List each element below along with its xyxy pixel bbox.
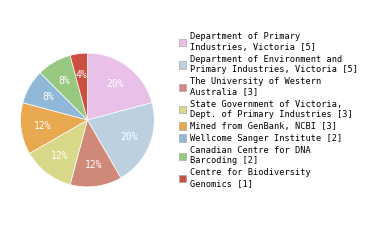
Text: 4%: 4% [76, 70, 87, 80]
Text: 12%: 12% [51, 151, 68, 161]
Wedge shape [87, 103, 154, 178]
Wedge shape [70, 120, 121, 187]
Wedge shape [40, 55, 87, 120]
Text: 12%: 12% [84, 160, 102, 170]
Text: 12%: 12% [33, 121, 51, 131]
Wedge shape [21, 103, 87, 153]
Text: 20%: 20% [106, 79, 124, 89]
Wedge shape [70, 53, 87, 120]
Text: 8%: 8% [59, 76, 71, 86]
Wedge shape [23, 73, 87, 120]
Text: 20%: 20% [120, 132, 138, 142]
Legend: Department of Primary
Industries, Victoria [5], Department of Environment and
Pr: Department of Primary Industries, Victor… [179, 32, 358, 188]
Text: 8%: 8% [42, 92, 54, 102]
Wedge shape [30, 120, 87, 185]
Wedge shape [87, 53, 152, 120]
